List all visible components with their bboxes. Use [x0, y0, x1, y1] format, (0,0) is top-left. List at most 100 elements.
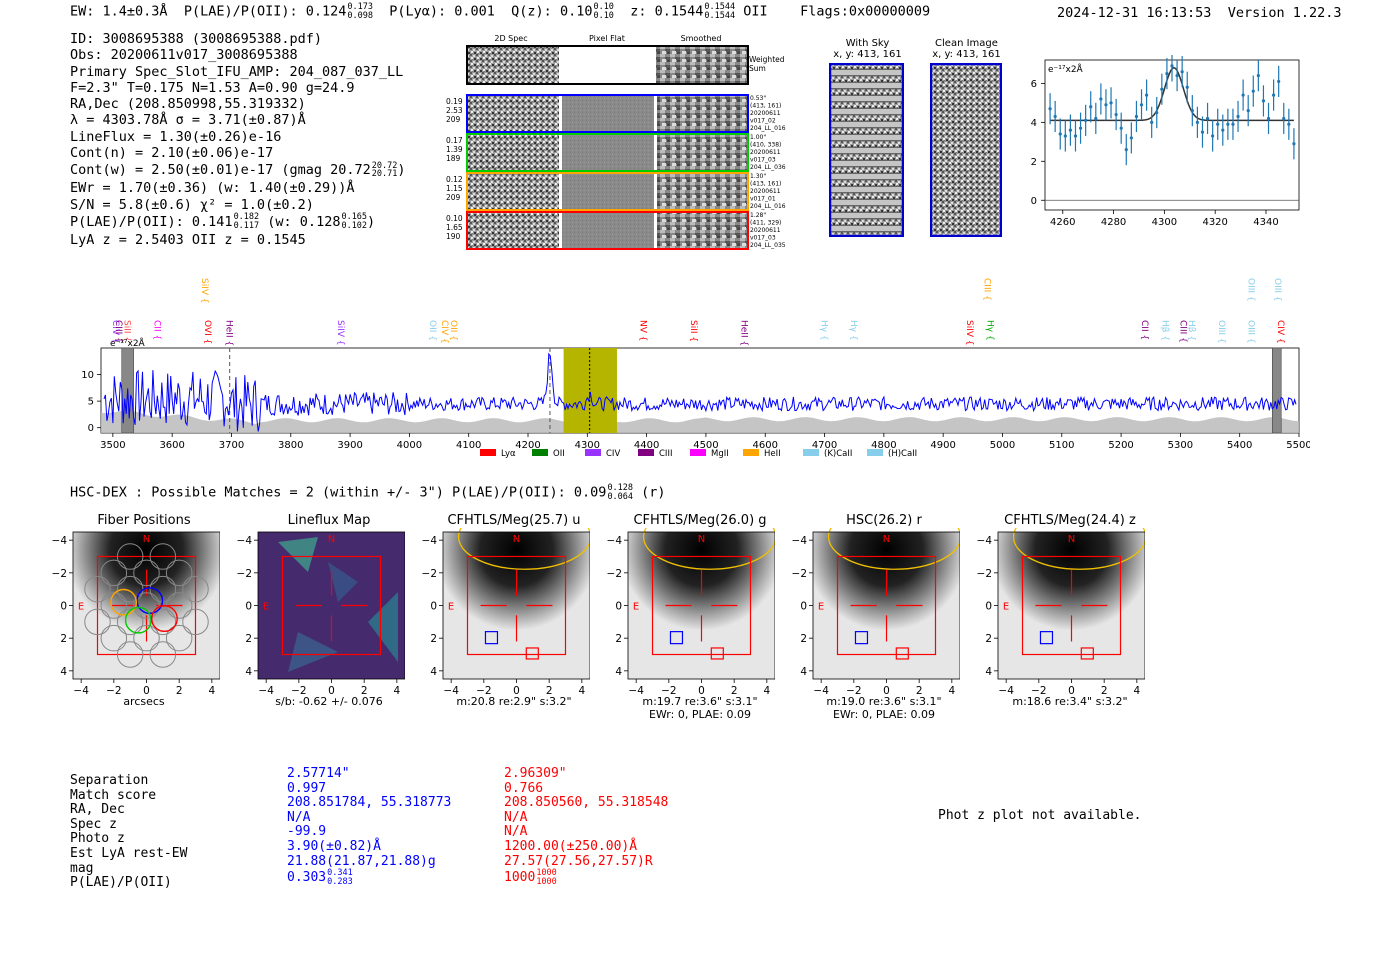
x-tick-label: 5400	[1227, 440, 1252, 451]
north-label: N	[883, 534, 890, 545]
x-tick-label: 2	[361, 685, 368, 697]
cutout-subtitle: m:20.8 re:2.9" s:3.2"	[456, 695, 572, 708]
emission-line-label: CII {	[151, 320, 161, 340]
blue-match-box	[484, 631, 499, 645]
x-tick-label: −2	[476, 685, 491, 697]
x-tick-label: 4300	[575, 440, 600, 451]
row-label-plae: P(LAE)/P(OII)	[70, 875, 172, 891]
emission-line-label: CIV {	[439, 320, 449, 344]
stamp-right-label: 20200611	[750, 149, 781, 156]
data-point	[1078, 112, 1083, 144]
emission-line-label: SiII {	[122, 320, 132, 342]
fiber-circle	[116, 608, 144, 636]
data-point	[1231, 108, 1235, 140]
red-lya-ew: 1200.00(±250.00)Å	[504, 838, 638, 854]
header-plae-lo: 0.098	[347, 10, 373, 21]
blue-match-box	[854, 631, 869, 645]
data-point	[1226, 108, 1230, 140]
cutout-image: N E −4 4 −2 2 0 0 2 −2 4 −4	[237, 531, 405, 697]
cutout-title: Fiber Positions	[97, 513, 191, 528]
data-point	[1236, 100, 1240, 133]
blue-spec-z: N/A	[287, 809, 311, 825]
x-tick-label: 4700	[812, 440, 837, 451]
x-tick-label: 4	[393, 685, 400, 697]
y-tick-label: 0	[615, 601, 622, 613]
stamp-left-label: 1.65	[446, 223, 463, 232]
data-point	[1221, 114, 1225, 146]
east-label: E	[1003, 602, 1009, 613]
x-tick-label: 4280	[1101, 217, 1126, 228]
y-tick-label: 0	[245, 601, 252, 613]
spectrum-unit: e⁻¹⁷x2Å	[110, 337, 146, 349]
header-datetime: 2024-12-31 16:13:53	[1057, 5, 1212, 21]
stamp-right-label: 20200611	[750, 188, 781, 195]
stamp-right-label: 1.28"	[750, 212, 766, 219]
stamp-row-frame	[466, 94, 749, 133]
header-plae-hi: 0.173	[347, 2, 373, 12]
emission-line-label: NV {	[638, 320, 648, 341]
data-point	[1073, 120, 1078, 152]
emission-line-label: HeII {	[738, 320, 748, 346]
emission-line-label: OII {	[448, 320, 458, 341]
header-flags: Flags:0x00000009	[800, 3, 931, 20]
stamp-left-label: 1.15	[446, 184, 463, 193]
legend-label: CIV	[606, 449, 620, 459]
y-tick-label: 0	[88, 423, 94, 434]
legend-label: MgII	[711, 449, 729, 459]
fiber-circle	[182, 608, 209, 636]
y-tick-label: −4	[237, 535, 253, 547]
x-tick-label: −2	[291, 685, 306, 697]
x-tick-label: −4	[628, 685, 644, 697]
stamp-right-label: 1.00"	[750, 134, 766, 141]
stamps-figure: 2D Spec Pixel Flat Smoothed Weighted Sum…	[446, 34, 786, 250]
red-radec: 208.850560, 55.318548	[504, 795, 669, 811]
galaxy-ellipse	[1012, 528, 1145, 570]
row-label-photo-z: Photo z	[70, 831, 125, 847]
cutout-title: CFHTLS/Meg(25.7) u	[447, 513, 581, 528]
stamp-row-frame	[466, 172, 749, 211]
stamp-2d	[467, 212, 559, 249]
fiber-circle	[133, 559, 160, 587]
info-block: ID: 3008695388 (3008695388.pdf) Obs: 202…	[70, 31, 405, 248]
fiber-circle	[165, 624, 193, 652]
y-tick-label: 2	[615, 633, 622, 645]
y-tick-label: −2	[422, 568, 437, 580]
header-z-hi: 0.1544	[704, 2, 736, 12]
data-point	[1063, 120, 1067, 152]
stamp-right-label: 204_LL_035	[750, 242, 786, 249]
info-ewr: EWr = 1.70(±0.36) (w: 1.40(±0.29))Å	[70, 180, 355, 197]
stamp-left-label: 209	[446, 115, 461, 124]
cutout-subtitle: s/b: -0.62 +/- 0.076	[275, 695, 383, 708]
data-point	[1185, 71, 1189, 103]
stamp-right-label: 1.30"	[750, 173, 766, 180]
x-tick-label: 0	[883, 685, 890, 697]
legend-label: (K)CaII	[824, 449, 852, 459]
data-point	[1160, 73, 1164, 105]
fiber-circle	[100, 624, 128, 652]
info-radec: RA,Dec (208.850998,55.319332)	[70, 96, 306, 113]
north-label: N	[143, 534, 150, 545]
aperture-box	[466, 555, 567, 656]
fiber-circle	[133, 592, 160, 619]
fiber-circle	[133, 624, 160, 652]
x-tick-label: 4	[208, 685, 215, 697]
y-tick-label: 0	[1031, 196, 1037, 207]
x-tick-label: 2	[916, 685, 923, 697]
fiber-red	[151, 605, 178, 633]
fiber-circle	[149, 641, 177, 668]
stamp-flat	[562, 212, 654, 249]
cutout-title: CFHTLS/Meg(26.0) g	[633, 513, 767, 528]
y-tick-label: −4	[607, 535, 623, 547]
fiber-circle	[116, 543, 144, 570]
red-photo-z: N/A	[504, 824, 528, 840]
legend-swatch	[743, 449, 759, 456]
x-tick-label: 3900	[337, 440, 362, 451]
stamp-smooth	[657, 173, 748, 210]
stamp-left-label: 190	[446, 232, 461, 241]
stamp-right-label: 204_LL_016	[750, 125, 786, 132]
emission-line-label: OIII {	[1272, 278, 1282, 302]
red-match-score: 0.766	[504, 780, 544, 796]
y-tick-label: 2	[985, 633, 992, 645]
red-match-box	[525, 647, 539, 660]
y-tick-label: 4	[1031, 118, 1037, 129]
